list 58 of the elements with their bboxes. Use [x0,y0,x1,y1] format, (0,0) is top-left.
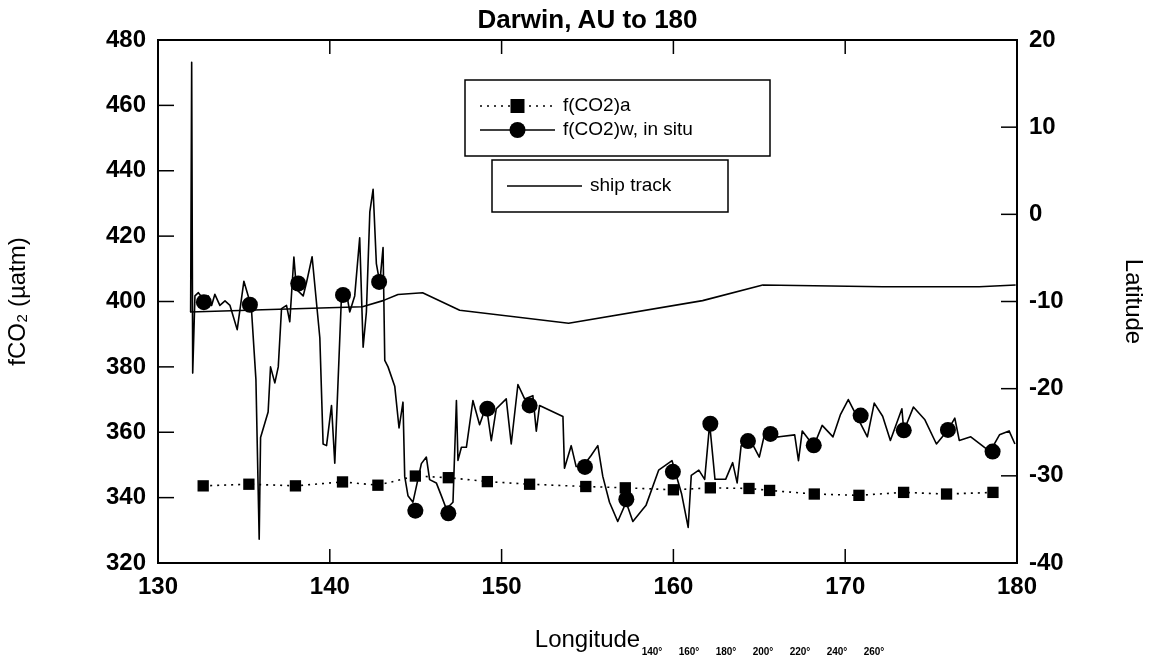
y2-tick-label: -10 [1029,286,1064,314]
point [667,484,680,496]
x-tick-label: 170 [825,572,866,600]
y2-tick-label: -20 [1029,373,1064,401]
y2-tick-label: -30 [1029,460,1064,488]
y2-tick-label: 0 [1029,198,1043,226]
text: 180° [715,645,737,657]
point [743,482,755,495]
y-tick-label: 440 [105,155,146,183]
point [704,482,716,494]
point [336,476,349,488]
x-tick-label: 160 [653,572,694,600]
text: 260° [863,645,885,657]
legend-label: ship track [590,174,672,196]
point [243,478,255,490]
point [580,480,592,493]
x-tick-label: 150 [481,572,522,600]
point [442,472,454,484]
y2-axis-title: Latitude [1120,258,1148,345]
point [808,488,820,500]
x-tick-label: 140 [309,572,350,600]
text: 160° [678,645,700,657]
x-axis-title: Longitude [534,625,641,653]
y-tick-label: 420 [105,220,146,248]
text: 200° [752,645,774,657]
y2-tick-label: -40 [1029,547,1064,575]
y-tick-label: 400 [105,286,146,314]
point [619,482,631,494]
y-tick-label: 460 [105,90,146,117]
point [440,505,457,522]
y-tick-label: 480 [105,24,146,52]
text: 220° [789,645,811,657]
x-tick-label: 180 [996,572,1038,600]
text: 240° [826,645,848,657]
point [197,480,209,492]
legend-label: f(CO2)a [563,94,631,116]
point [407,502,424,519]
y-tick-label: 340 [105,482,146,510]
chart-title: Darwin, AU to 180 [477,4,698,35]
point [853,489,865,501]
y-tick-label: 380 [105,351,146,379]
point [763,484,776,497]
text: 140° [641,645,663,657]
x-tick-label: 130 [137,572,179,600]
point [523,478,536,490]
y-tick-label: 320 [105,547,146,575]
y-tick-label: 360 [105,416,146,444]
legend-label: f(CO2)w, in situ [563,118,693,140]
y2-tick-label: 10 [1029,111,1056,139]
y2-tick-label: 20 [1029,24,1056,52]
point [481,475,493,488]
point [409,470,422,482]
point [987,486,999,499]
point [372,479,384,491]
y-axis-title: fCO₂ (µatm) [3,237,31,366]
point [897,486,910,499]
point [289,480,302,492]
point [940,488,953,500]
